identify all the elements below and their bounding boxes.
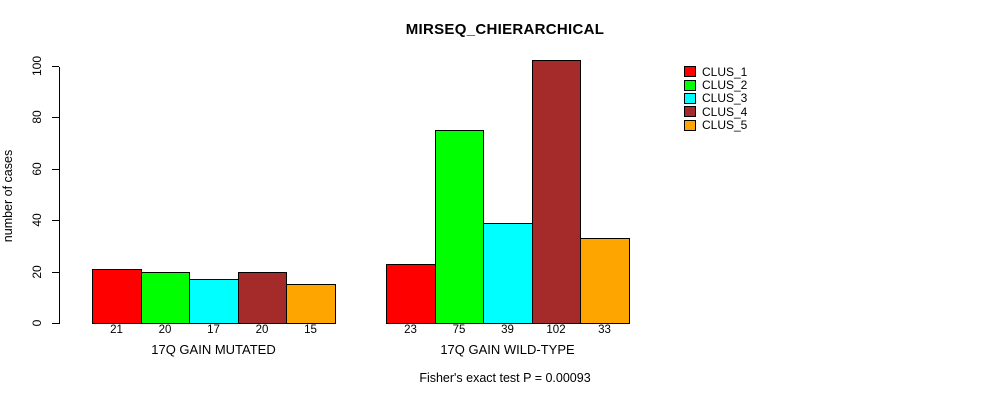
- bar-clus-3-17q-gain-wild-type: [483, 223, 533, 324]
- y-tick-label: 20: [30, 265, 44, 279]
- legend-row-clus-2: CLUS_2: [684, 78, 747, 91]
- bar-value-label: 23: [404, 324, 417, 336]
- legend-row-clus-4: CLUS_4: [684, 105, 747, 118]
- bar-value-label: 75: [452, 324, 466, 336]
- legend-swatch-icon: [684, 92, 696, 104]
- y-axis-line: [59, 67, 60, 324]
- y-tick-label: 0: [30, 319, 44, 327]
- bar-value-label: 20: [255, 324, 269, 336]
- bar-value-label: 17: [207, 324, 220, 336]
- y-tick-mark-0: [52, 323, 59, 324]
- y-tick-mark-40: [52, 220, 59, 221]
- legend-label: CLUS_5: [702, 118, 748, 133]
- y-tick-mark-80: [52, 117, 59, 118]
- bar-value-label: 39: [501, 324, 514, 336]
- bar-value-label: 102: [546, 324, 566, 336]
- bar-clus-1-17q-gain-mutated: [92, 269, 142, 324]
- legend-row-clus-1: CLUS_1: [684, 65, 747, 78]
- y-tick-label: 40: [30, 213, 44, 227]
- bar-clus-3-17q-gain-mutated: [189, 279, 239, 324]
- pvalue-caption: Fisher's exact test P = 0.00093: [419, 371, 591, 385]
- group-label-17q-gain-mutated: 17Q GAIN MUTATED: [151, 342, 276, 357]
- bar-clus-5-17q-gain-wild-type: [580, 238, 630, 324]
- legend-label: CLUS_4: [702, 104, 748, 119]
- legend-swatch-icon: [684, 106, 696, 118]
- legend-label: CLUS_1: [702, 64, 748, 79]
- bar-value-label: 20: [158, 324, 172, 336]
- legend: CLUS_1 CLUS_2 CLUS_3 CLUS_4 CLUS_5: [684, 65, 747, 132]
- y-tick-label: 80: [30, 110, 44, 124]
- bar-clus-2-17q-gain-wild-type: [435, 130, 484, 324]
- y-tick-mark-20: [52, 272, 59, 273]
- y-tick-mark-60: [52, 169, 59, 170]
- legend-label: CLUS_2: [702, 78, 748, 93]
- legend-row-clus-5: CLUS_5: [684, 119, 747, 132]
- y-tick-label: 60: [30, 162, 44, 176]
- bar-clus-1-17q-gain-wild-type: [386, 264, 436, 324]
- bar-clus-2-17q-gain-mutated: [141, 272, 190, 324]
- bar-clus-4-17q-gain-mutated: [238, 272, 287, 324]
- chart-title: MIRSEQ_CHIERARCHICAL: [405, 21, 605, 38]
- legend-swatch-icon: [684, 79, 696, 91]
- bar-clus-5-17q-gain-mutated: [286, 284, 336, 324]
- legend-label: CLUS_3: [702, 91, 748, 106]
- y-axis-label: number of cases: [1, 149, 15, 243]
- legend-row-clus-3: CLUS_3: [684, 92, 747, 105]
- bar-value-label: 15: [304, 324, 317, 336]
- bar-value-label: 21: [110, 324, 123, 336]
- group-label-17q-gain-wild-type: 17Q GAIN WILD-TYPE: [440, 342, 575, 357]
- y-tick-label: 100: [30, 55, 44, 77]
- legend-swatch-icon: [684, 119, 696, 131]
- y-tick-mark-100: [52, 66, 59, 67]
- bar-value-label: 33: [598, 324, 611, 336]
- bar-clus-4-17q-gain-wild-type: [532, 60, 581, 324]
- legend-swatch-icon: [684, 66, 696, 78]
